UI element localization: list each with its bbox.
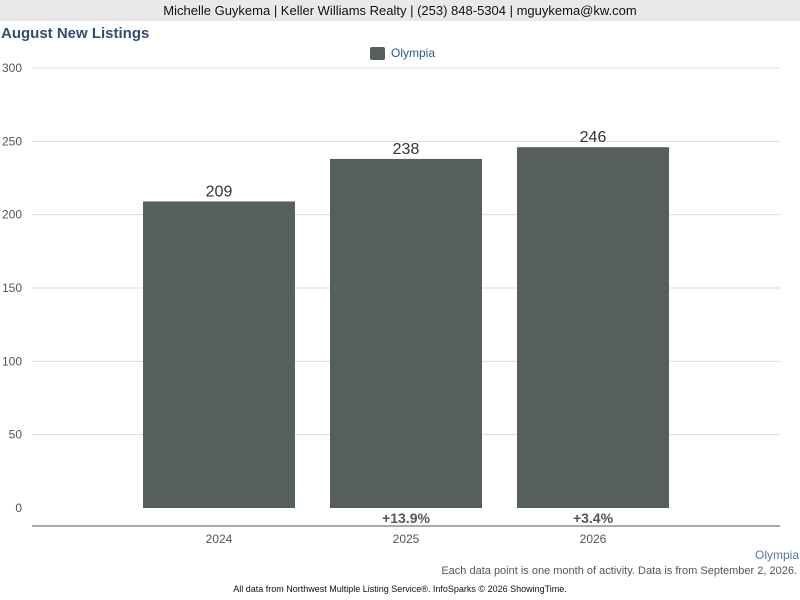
bar [143, 201, 295, 508]
y-tick-label: 150 [2, 281, 22, 295]
bar-value-label: 246 [580, 129, 607, 146]
y-tick-label: 0 [15, 501, 22, 515]
legend[interactable]: Olympia [370, 45, 435, 61]
bar-chart: 0 50 100 150 200 250 300 209 2024 238 +13.9% 2025 24… [2, 61, 780, 546]
y-tick-label: 100 [2, 354, 22, 368]
legend-label: Olympia [391, 46, 436, 60]
bar [330, 158, 482, 508]
contact-text: Michelle Guykema | Keller Williams Realt… [163, 3, 637, 18]
y-tick-label: 250 [2, 134, 22, 148]
bar [517, 147, 669, 508]
bar-value-label: 209 [206, 183, 233, 200]
x-tick-label: 2026 [580, 532, 607, 546]
bar-value-label: 238 [393, 141, 420, 158]
chart-title: August New Listings [1, 25, 150, 42]
x-tick-label: 2025 [393, 532, 420, 546]
y-tick-label: 300 [2, 61, 22, 75]
data-note: Each data point is one month of activity… [441, 565, 797, 577]
change-label: +3.4% [573, 510, 614, 526]
region-label: Olympia [754, 548, 799, 562]
data-source: All data from Northwest Multiple Listing… [233, 584, 567, 594]
legend-swatch [370, 46, 385, 60]
x-tick-label: 2024 [206, 532, 233, 546]
y-tick-label: 50 [9, 428, 23, 442]
y-tick-label: 200 [2, 208, 22, 222]
change-label: +13.9% [382, 510, 430, 526]
contact-header: Michelle Guykema | Keller Williams Realt… [0, 0, 800, 21]
